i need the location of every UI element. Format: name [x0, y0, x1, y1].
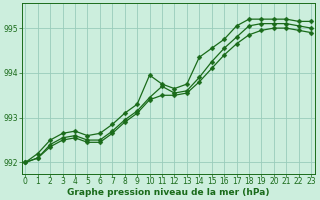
X-axis label: Graphe pression niveau de la mer (hPa): Graphe pression niveau de la mer (hPa) — [67, 188, 269, 197]
